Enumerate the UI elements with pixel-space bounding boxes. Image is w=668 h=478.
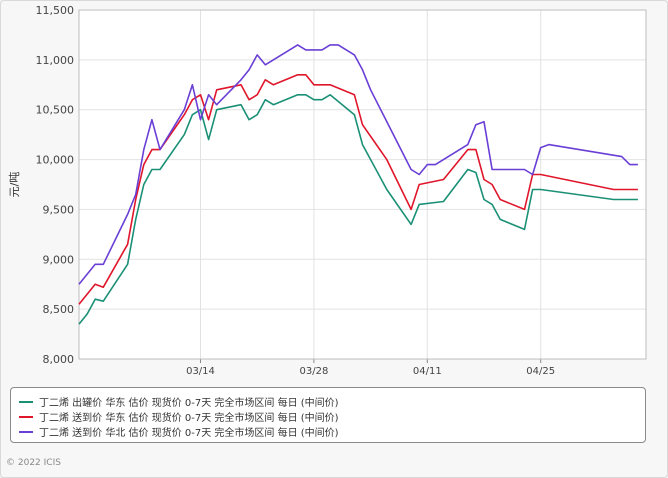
y-tick-label: 8,500	[43, 303, 75, 316]
y-tick-label: 10,000	[36, 154, 75, 167]
y-axis-label: 元/吨	[8, 172, 21, 198]
series-line-1	[78, 94, 638, 325]
y-tick-label: 11,000	[36, 54, 75, 67]
series-line-3	[78, 44, 638, 285]
legend-label: 丁二烯 送到价 华东 估价 现货价 0-7天 完全市场区间 每日 (中间价)	[39, 413, 339, 424]
legend-swatch	[19, 415, 33, 418]
copyright-text: © 2022 ICIS	[6, 458, 61, 468]
y-tick-label: 9,500	[43, 203, 75, 216]
y-tick-label: 10,500	[36, 104, 75, 117]
x-tick-label: 03/14	[186, 366, 215, 377]
legend-item-2[interactable]: 丁二烯 送到价 华东 估价 现货价 0-7天 完全市场区间 每日 (中间价)	[19, 409, 645, 424]
legend-label: 丁二烯 送到价 华北 估价 现货价 0-7天 完全市场区间 每日 (中间价)	[39, 428, 339, 439]
legend: 丁二烯 出罐价 华东 估价 现货价 0-7天 完全市场区间 每日 (中间价) 丁二…	[10, 387, 646, 443]
line-chart: 8,000 8,500 9,000 9,500 10,000 10,500 11,000 11…	[8, 4, 647, 377]
y-tick-label: 8,000	[43, 353, 75, 366]
y-tick-label: 9,000	[43, 253, 75, 266]
plot-area	[79, 10, 646, 359]
legend-swatch	[19, 430, 33, 433]
x-tick-label: 04/25	[526, 366, 555, 377]
x-tick-label: 03/28	[299, 366, 328, 377]
legend-swatch	[19, 400, 33, 403]
x-tick-label: 04/11	[413, 366, 442, 377]
legend-item-1[interactable]: 丁二烯 出罐价 华东 估价 现货价 0-7天 完全市场区间 每日 (中间价)	[19, 394, 645, 409]
plot-border	[78, 9, 647, 360]
legend-label: 丁二烯 出罐价 华东 估价 现货价 0-7天 完全市场区间 每日 (中间价)	[39, 398, 339, 409]
series-line-2	[78, 74, 638, 305]
y-tick-label: 11,500	[36, 4, 75, 17]
legend-item-3[interactable]: 丁二烯 送到价 华北 估价 现货价 0-7天 完全市场区间 每日 (中间价)	[19, 424, 645, 439]
